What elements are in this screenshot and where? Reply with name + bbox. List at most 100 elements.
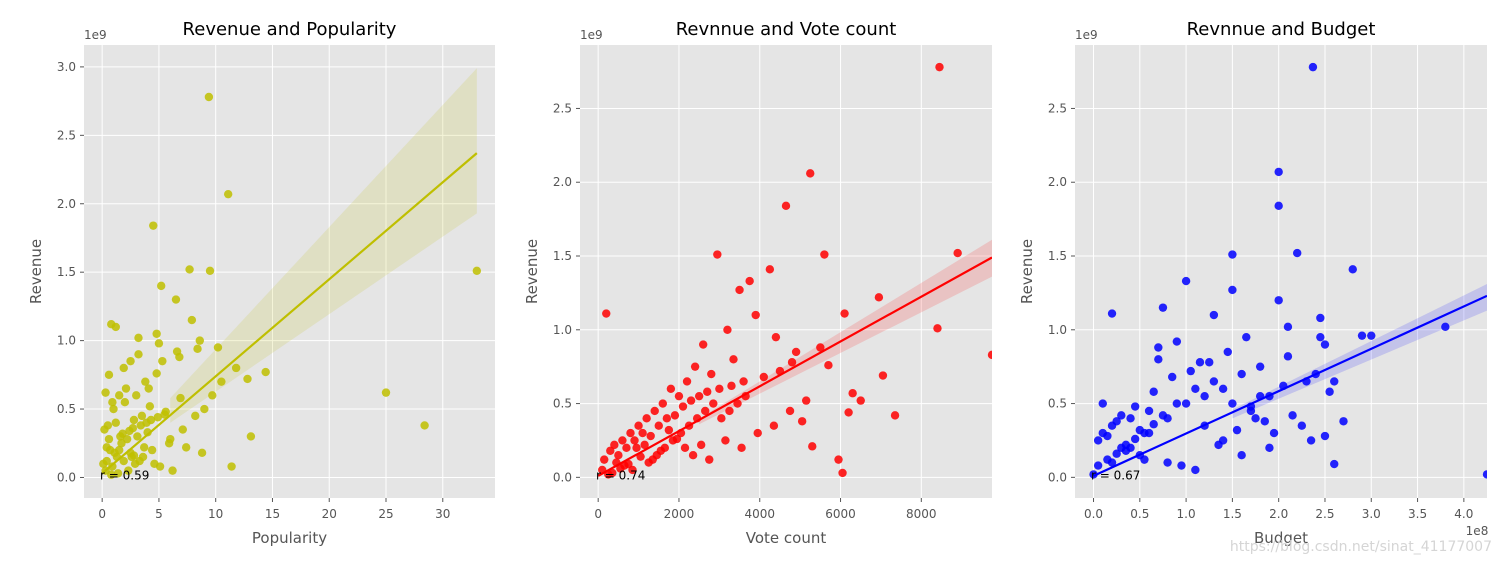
data-point: [739, 377, 748, 386]
data-point: [1158, 303, 1168, 312]
data-point: [231, 363, 241, 373]
y-tick-label: 3.0: [57, 60, 76, 74]
data-point: [1223, 347, 1232, 357]
data-point: [116, 432, 125, 441]
data-point: [709, 399, 718, 408]
data-point: [727, 381, 736, 391]
data-point: [1237, 451, 1246, 460]
data-point: [707, 369, 716, 379]
plot-content: [99, 68, 482, 479]
data-point: [1482, 470, 1487, 479]
data-point: [690, 362, 700, 371]
data-point: [1149, 387, 1158, 396]
data-point: [1172, 399, 1182, 408]
data-point: [213, 343, 223, 352]
data-point: [195, 336, 205, 345]
data-point: [729, 355, 738, 364]
y-tick-label: 0.0: [553, 470, 572, 484]
x-tick-label: 25: [378, 507, 393, 521]
data-point: [890, 411, 900, 420]
data-point: [1228, 285, 1237, 295]
data-point: [1255, 362, 1265, 371]
data-point: [602, 309, 611, 318]
data-point: [120, 397, 130, 407]
data-point: [139, 443, 149, 452]
data-point: [656, 446, 665, 455]
data-point: [1330, 459, 1339, 469]
data-point: [185, 265, 194, 274]
data-point: [144, 384, 153, 393]
data-point: [1316, 313, 1325, 323]
data-point: [610, 440, 619, 450]
x-offset-label: 1e8: [1466, 524, 1489, 538]
data-point: [166, 434, 175, 444]
data-point: [745, 276, 754, 286]
data-point: [840, 309, 849, 318]
data-point: [111, 322, 120, 332]
y-offset-label: 1e9: [580, 28, 603, 42]
plot-area: [1075, 45, 1487, 498]
data-point: [878, 371, 888, 380]
data-point: [628, 465, 637, 475]
data-point: [197, 448, 207, 458]
data-point: [191, 411, 200, 421]
data-point: [1251, 414, 1260, 423]
y-tick-label: 1.5: [553, 249, 572, 263]
data-point: [1200, 391, 1209, 401]
data-point: [874, 293, 884, 302]
data-point: [753, 428, 762, 438]
data-point: [1195, 358, 1205, 367]
data-point: [1186, 366, 1195, 376]
data-point: [1205, 358, 1214, 367]
data-point: [1098, 399, 1107, 408]
data-point: [1269, 428, 1279, 438]
data-point: [696, 440, 706, 450]
data-point: [785, 406, 795, 416]
data-point: [759, 372, 768, 382]
data-point: [1209, 377, 1219, 386]
data-point: [1177, 461, 1186, 470]
data-point: [111, 418, 120, 427]
data-point: [624, 459, 633, 469]
x-tick-label: 3.5: [1408, 507, 1427, 521]
data-point: [638, 428, 647, 438]
data-point: [136, 421, 145, 430]
data-point: [670, 411, 680, 420]
data-point: [108, 397, 117, 407]
data-point: [765, 265, 775, 274]
data-point: [642, 414, 651, 423]
data-point: [152, 369, 161, 378]
data-point: [682, 377, 692, 386]
data-point: [129, 451, 139, 460]
data-point: [666, 384, 676, 394]
data-point: [674, 391, 684, 401]
y-tick-label: 0.5: [553, 397, 572, 411]
data-point: [1112, 449, 1121, 458]
data-point: [1320, 340, 1330, 349]
y-tick-label: 1.5: [57, 265, 76, 279]
data-point: [208, 391, 217, 400]
data-point: [721, 436, 730, 445]
x-axis-label: Vote count: [746, 529, 827, 547]
data-point: [698, 340, 708, 349]
x-tick-label: 1.0: [1177, 507, 1196, 521]
data-point: [717, 414, 726, 423]
data-point: [154, 339, 164, 348]
data-point: [141, 377, 150, 386]
data-point: [646, 431, 655, 441]
data-point: [134, 350, 143, 359]
data-point: [1288, 411, 1297, 420]
data-point: [1228, 250, 1237, 259]
x-tick-label: 6000: [825, 507, 856, 521]
x-tick-label: 2000: [664, 507, 695, 521]
data-point: [114, 391, 124, 400]
x-tick-label: 10: [208, 507, 223, 521]
data-point: [176, 393, 185, 403]
y-axis-label: Revenue: [523, 239, 541, 304]
data-point: [713, 250, 722, 259]
data-point: [1130, 402, 1140, 411]
data-point: [1260, 417, 1269, 426]
data-point: [119, 363, 128, 373]
data-point: [138, 452, 148, 462]
data-point: [181, 443, 191, 452]
